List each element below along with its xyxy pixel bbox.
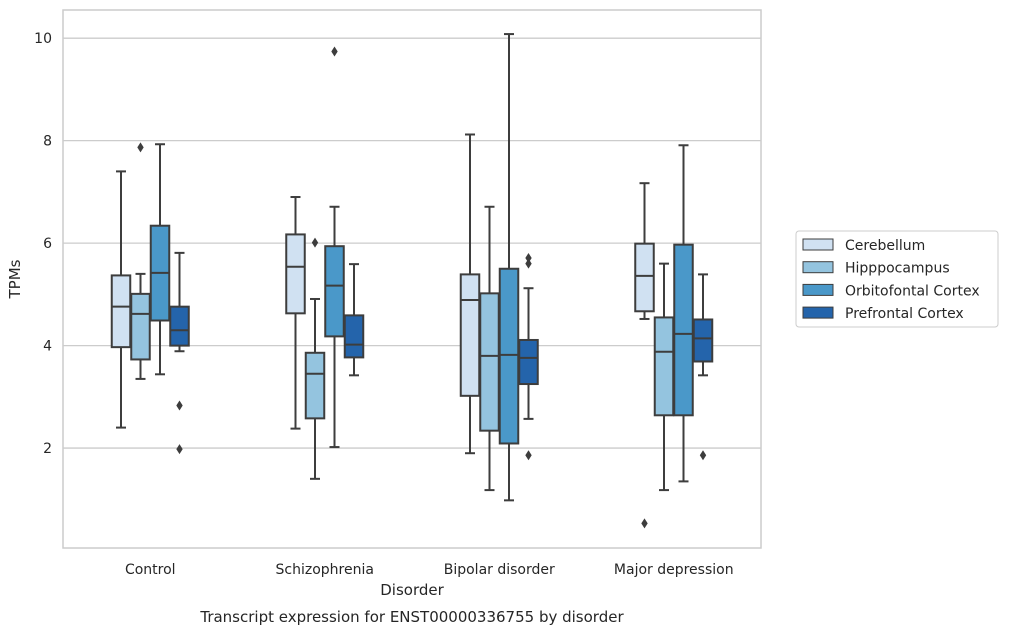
box-0-1 <box>130 142 151 380</box>
legend-swatch <box>802 306 834 319</box>
legend-swatch <box>802 283 834 296</box>
legend-label: Prefrontal Cortex <box>845 306 964 322</box>
legend-frame <box>795 230 999 328</box>
box-0-3 <box>169 251 190 455</box>
box-1-2 <box>324 46 345 449</box>
plot-area-frame <box>62 9 762 549</box>
box-body <box>479 292 500 432</box>
outlier-point <box>525 252 532 263</box>
outlier-point <box>176 444 183 455</box>
outlier-point <box>331 46 338 57</box>
legend-swatch <box>802 238 834 251</box>
box-body <box>169 305 190 347</box>
box-3-2 <box>673 144 694 483</box>
outlier-point <box>137 142 144 153</box>
box-2-0 <box>459 133 481 455</box>
chart-caption: Transcript expression for ENST0000033675… <box>199 608 624 626</box>
box-2-2 <box>498 33 520 502</box>
x-tick-label: Major depression <box>614 562 734 578</box>
box-0-2 <box>149 143 171 376</box>
outlier-point <box>176 400 183 411</box>
box-body <box>459 273 481 397</box>
box-body <box>130 292 151 361</box>
x-tick-label: Bipolar disorder <box>444 562 555 578</box>
outlier-point <box>311 237 319 248</box>
outlier-point <box>699 450 707 461</box>
legend-label: Hipppocampus <box>845 261 950 277</box>
y-axis-label: TPMs <box>6 259 24 299</box>
box-body <box>653 316 675 417</box>
y-tick-label: 8 <box>43 134 52 150</box>
legend-swatch <box>802 261 834 274</box>
y-tick-labels: 2 4 6 8 10 <box>34 31 52 457</box>
box-body <box>110 274 132 349</box>
legend-label: Orbitofontal Cortex <box>845 283 980 299</box>
x-axis-label: Disorder <box>380 581 444 599</box>
box-body <box>673 243 694 417</box>
y-tick-label: 2 <box>43 441 52 457</box>
box-1-3 <box>343 263 365 377</box>
box-body <box>518 338 539 386</box>
box-body <box>498 267 520 445</box>
outlier-point <box>525 450 532 461</box>
box-2-3 <box>518 252 539 461</box>
box-body <box>324 245 345 338</box>
x-tick-label: Schizophrenia <box>276 562 374 578</box>
legend-label: Cerebellum <box>845 238 925 254</box>
box-body <box>692 318 714 363</box>
x-tick-label: Control <box>125 562 176 578</box>
box-body <box>343 314 365 359</box>
y-tick-label: 6 <box>43 236 52 252</box>
outlier-point <box>641 518 648 529</box>
y-tick-label: 4 <box>43 339 52 355</box>
box-3-0 <box>634 182 655 529</box>
box-1-0 <box>285 196 306 430</box>
box-3-3 <box>692 273 714 461</box>
boxes-layer <box>110 33 714 529</box>
box-body <box>285 233 306 315</box>
legend: Cerebellum Hipppocampus Orbitofontal Corte… <box>795 230 999 328</box>
box-body <box>304 351 326 420</box>
box-3-1 <box>653 262 675 492</box>
legend-items: Cerebellum Hipppocampus Orbitofontal Corte… <box>802 238 980 322</box>
y-tick-label: 10 <box>34 31 52 47</box>
outlier-point <box>525 258 532 269</box>
box-1-1 <box>304 237 326 480</box>
x-tick-labels: Control Schizophrenia Bipolar disorder Majo… <box>125 562 734 578</box>
box-0-0 <box>110 170 132 429</box>
box-body <box>634 242 655 313</box>
